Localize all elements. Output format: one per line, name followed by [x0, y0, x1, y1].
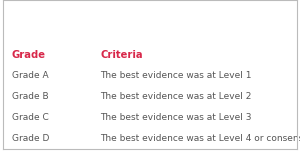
- Text: TABLE 2: CRITERIA FOR ASSIGNING GRADES OF: TABLE 2: CRITERIA FOR ASSIGNING GRADES O…: [24, 15, 276, 24]
- Text: Grade B: Grade B: [12, 92, 48, 101]
- Text: The best evidence was at Level 4 or consensus: The best evidence was at Level 4 or cons…: [100, 134, 300, 143]
- Text: The best evidence was at Level 2: The best evidence was at Level 2: [100, 92, 251, 101]
- Text: Criteria: Criteria: [100, 50, 142, 60]
- Text: Grade C: Grade C: [12, 113, 49, 122]
- Text: Grade: Grade: [12, 50, 46, 60]
- Text: RECOMMENDATIONS FOR CLINICAL PRACTICE: RECOMMENDATIONS FOR CLINICAL PRACTICE: [29, 30, 271, 39]
- Text: Grade D: Grade D: [12, 134, 49, 143]
- Text: Grade A: Grade A: [12, 71, 48, 80]
- Text: The best evidence was at Level 3: The best evidence was at Level 3: [100, 113, 251, 122]
- Text: The best evidence was at Level 1: The best evidence was at Level 1: [100, 71, 251, 80]
